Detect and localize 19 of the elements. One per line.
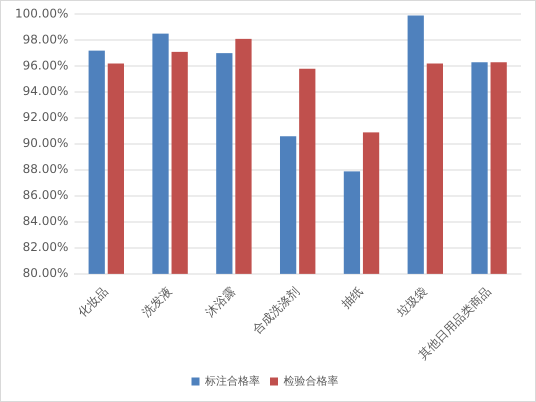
y-tick-label: 80.00% <box>22 266 68 280</box>
y-tick-label: 92.00% <box>22 110 68 124</box>
x-tick-label: 沐浴露 <box>202 284 238 320</box>
y-tick-label: 90.00% <box>22 136 68 150</box>
y-tick-label: 98.00% <box>22 32 68 46</box>
x-tick-label: 洗发液 <box>139 284 174 320</box>
x-tick-label: 化妆品 <box>75 284 111 320</box>
y-tick-label: 100.00% <box>15 6 68 20</box>
x-tick-label: 垃圾袋 <box>394 284 430 321</box>
y-tick-label: 94.00% <box>22 84 68 98</box>
y-tick-label: 96.00% <box>22 58 68 72</box>
y-tick-label: 84.00% <box>22 214 68 228</box>
y-tick-label: 82.00% <box>22 240 68 254</box>
y-tick-label: 88.00% <box>22 162 68 176</box>
x-tick-label: 抽纸 <box>338 284 366 312</box>
x-tick-label: 合成洗涤剂 <box>250 284 302 337</box>
y-tick-label: 86.00% <box>22 188 68 202</box>
legend-label: 检验合格率 <box>284 374 338 388</box>
legend-label: 标注合格率 <box>204 374 260 388</box>
